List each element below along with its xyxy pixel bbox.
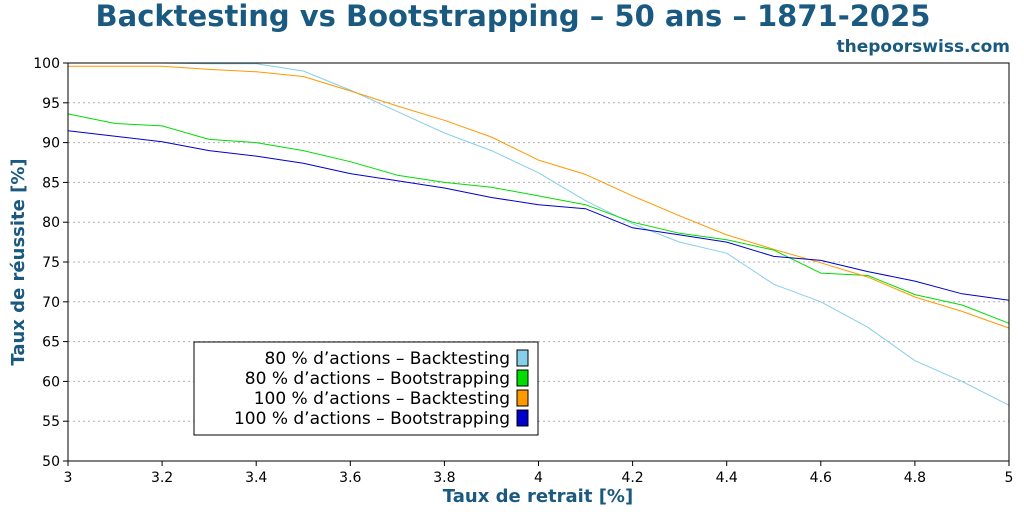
x-tick-label: 3 <box>64 470 73 486</box>
legend-swatch-2 <box>516 369 529 387</box>
series-line-4 <box>67 130 1010 301</box>
y-tick-label: 50 <box>42 454 60 470</box>
legend-label-1: 80 % d’actions – Backtesting <box>265 349 511 369</box>
series-layer <box>67 62 1010 406</box>
legend-swatch-1 <box>516 349 529 367</box>
x-tick-label: 4.8 <box>904 470 926 486</box>
legend-label-3: 100 % d’actions – Backtesting <box>254 389 510 409</box>
x-tick-label: 3.6 <box>339 470 361 486</box>
y-tick-label: 100 <box>33 56 60 72</box>
y-tick-label: 75 <box>42 255 60 271</box>
y-tick-label: 70 <box>42 295 60 311</box>
y-tick-label: 80 <box>42 215 60 231</box>
x-axis: 3 3.2 3.4 3.6 3.8 4 4.2 4.4 4.6 4.8 5 <box>64 461 1014 486</box>
x-tick-label: 3.4 <box>245 470 267 486</box>
legend-label-2: 80 % d’actions – Bootstrapping <box>245 369 510 389</box>
y-tick-label: 55 <box>42 414 60 430</box>
source-label: thepoorswiss.com <box>837 37 1011 57</box>
y-tick-label: 85 <box>42 175 60 191</box>
legend-label-4: 100 % d’actions – Bootstrapping <box>234 409 510 429</box>
series-line-2 <box>67 113 1010 324</box>
chart-title: Backtesting vs Bootstrapping – 50 ans – … <box>96 0 931 33</box>
x-axis-label: Taux de retrait [%] <box>443 486 633 507</box>
x-tick-label: 4 <box>534 470 543 486</box>
y-axis: 50 55 60 65 70 75 80 85 90 95 100 <box>33 56 68 470</box>
legend-swatch-4 <box>516 409 529 427</box>
x-tick-label: 5 <box>1005 470 1014 486</box>
x-tick-label: 3.2 <box>151 470 173 486</box>
y-tick-label: 95 <box>42 96 60 112</box>
x-tick-label: 4.4 <box>716 470 738 486</box>
x-tick-label: 3.8 <box>433 470 455 486</box>
series-line-3 <box>68 65 1010 329</box>
y-tick-label: 60 <box>42 374 60 390</box>
x-tick-label: 4.6 <box>810 470 832 486</box>
y-tick-label: 90 <box>42 136 60 152</box>
x-tick-label: 4.2 <box>621 470 643 486</box>
legend-box <box>193 341 539 436</box>
y-tick-label: 65 <box>42 335 60 351</box>
series-line-1 <box>68 62 1010 406</box>
y-axis-label: Taux de réussite [%] <box>8 158 29 365</box>
legend-swatch-3 <box>516 389 529 407</box>
